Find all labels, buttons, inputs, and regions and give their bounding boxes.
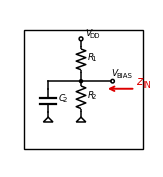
Text: V: V: [85, 29, 91, 38]
Text: C: C: [59, 94, 65, 103]
Text: 2: 2: [62, 97, 67, 103]
Text: 2: 2: [91, 94, 96, 100]
Circle shape: [80, 80, 82, 83]
Text: z: z: [136, 75, 142, 88]
Text: R: R: [87, 53, 94, 62]
Text: DD: DD: [89, 33, 100, 39]
Text: IN: IN: [142, 81, 150, 90]
Text: 1: 1: [91, 56, 96, 62]
Text: V: V: [111, 69, 118, 78]
Text: BIAS: BIAS: [116, 73, 132, 79]
Text: R: R: [87, 91, 94, 100]
